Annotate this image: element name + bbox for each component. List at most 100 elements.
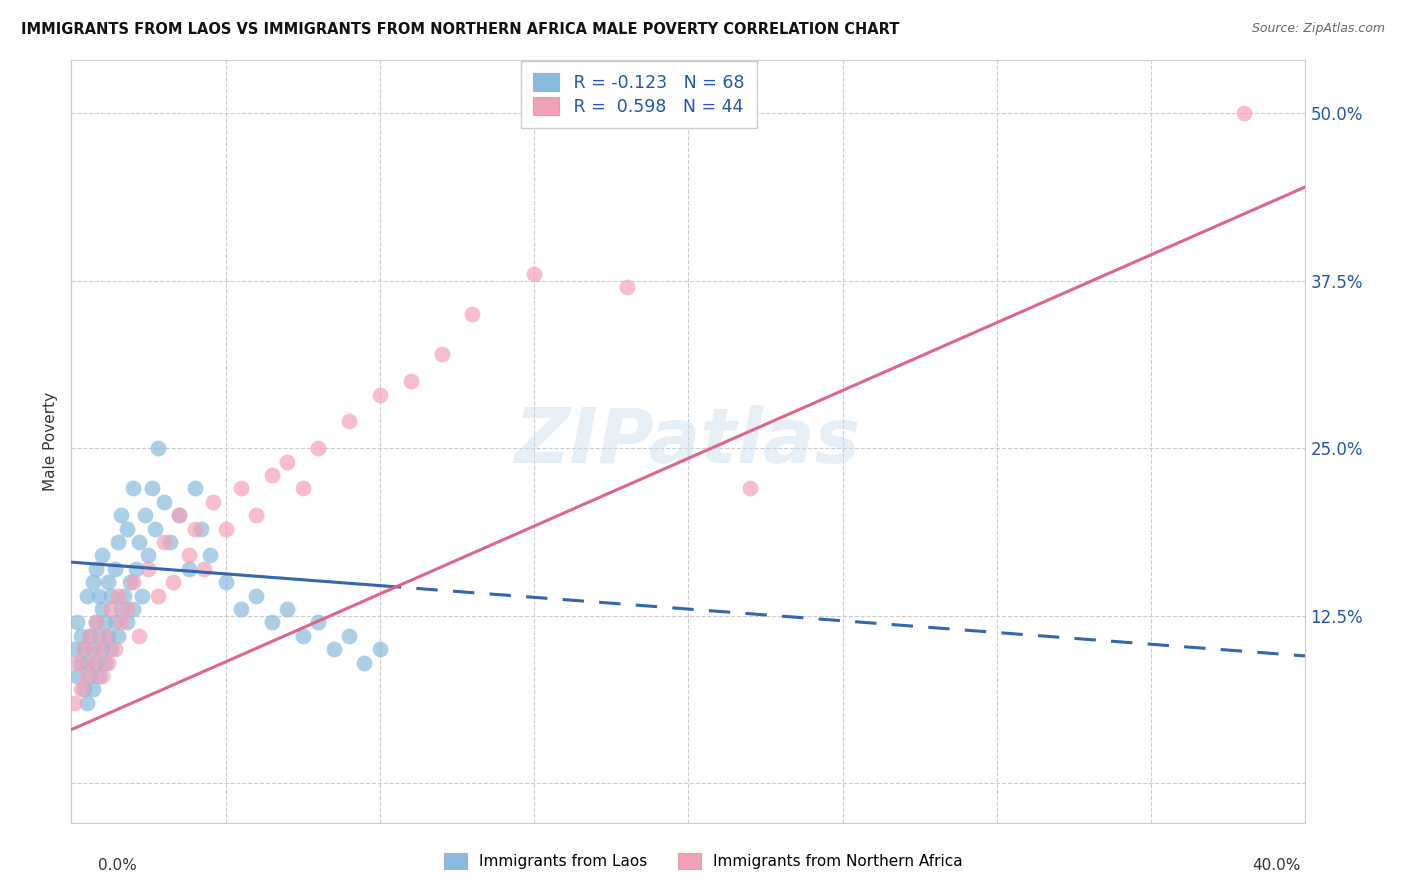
Point	[97, 575, 120, 590]
Legend:  R = -0.123   N = 68,  R =  0.598   N = 44: R = -0.123 N = 68, R = 0.598 N = 44	[522, 61, 756, 128]
Point	[115, 522, 138, 536]
Point	[368, 642, 391, 657]
Point	[115, 615, 138, 630]
Point	[260, 468, 283, 483]
Point	[115, 602, 138, 616]
Point	[169, 508, 191, 523]
Point	[337, 629, 360, 643]
Point	[76, 696, 98, 710]
Point	[291, 482, 314, 496]
Point	[245, 589, 267, 603]
Point	[153, 535, 176, 549]
Point	[91, 669, 114, 683]
Point	[276, 455, 298, 469]
Point	[72, 642, 94, 657]
Point	[69, 629, 91, 643]
Point	[138, 562, 160, 576]
Point	[162, 575, 184, 590]
Point	[177, 549, 200, 563]
Point	[146, 589, 169, 603]
Point	[134, 508, 156, 523]
Point	[138, 549, 160, 563]
Point	[291, 629, 314, 643]
Point	[82, 575, 104, 590]
Point	[84, 615, 107, 630]
Point	[94, 656, 117, 670]
Point	[110, 508, 132, 523]
Point	[100, 602, 122, 616]
Point	[122, 575, 145, 590]
Point	[69, 656, 91, 670]
Point	[183, 522, 205, 536]
Point	[66, 669, 89, 683]
Point	[69, 682, 91, 697]
Point	[84, 656, 107, 670]
Point	[63, 642, 86, 657]
Point	[87, 589, 110, 603]
Point	[399, 374, 422, 388]
Point	[63, 696, 86, 710]
Point	[190, 522, 212, 536]
Point	[100, 589, 122, 603]
Point	[276, 602, 298, 616]
Text: Source: ZipAtlas.com: Source: ZipAtlas.com	[1251, 22, 1385, 36]
Point	[159, 535, 181, 549]
Point	[183, 482, 205, 496]
Point	[76, 589, 98, 603]
Point	[1233, 106, 1256, 120]
Point	[125, 562, 148, 576]
Point	[91, 602, 114, 616]
Point	[128, 629, 150, 643]
Point	[84, 562, 107, 576]
Point	[118, 575, 141, 590]
Point	[214, 522, 236, 536]
Point	[82, 682, 104, 697]
Point	[107, 589, 129, 603]
Point	[76, 669, 98, 683]
Point	[141, 482, 163, 496]
Point	[146, 442, 169, 456]
Point	[94, 629, 117, 643]
Point	[198, 549, 221, 563]
Point	[122, 602, 145, 616]
Point	[337, 414, 360, 428]
Point	[87, 669, 110, 683]
Point	[72, 682, 94, 697]
Point	[100, 642, 122, 657]
Point	[82, 656, 104, 670]
Legend: Immigrants from Laos, Immigrants from Northern Africa: Immigrants from Laos, Immigrants from No…	[437, 847, 969, 875]
Point	[214, 575, 236, 590]
Point	[103, 642, 125, 657]
Point	[143, 522, 166, 536]
Text: 0.0%: 0.0%	[98, 858, 138, 872]
Point	[87, 629, 110, 643]
Point	[202, 495, 225, 509]
Point	[169, 508, 191, 523]
Point	[616, 280, 638, 294]
Point	[128, 535, 150, 549]
Point	[353, 656, 375, 670]
Point	[82, 642, 104, 657]
Point	[79, 629, 101, 643]
Point	[84, 615, 107, 630]
Point	[131, 589, 153, 603]
Point	[112, 589, 135, 603]
Point	[94, 615, 117, 630]
Point	[103, 562, 125, 576]
Point	[177, 562, 200, 576]
Point	[66, 615, 89, 630]
Point	[91, 642, 114, 657]
Point	[368, 387, 391, 401]
Y-axis label: Male Poverty: Male Poverty	[44, 392, 58, 491]
Point	[110, 602, 132, 616]
Point	[103, 615, 125, 630]
Point	[229, 602, 252, 616]
Point	[738, 482, 761, 496]
Point	[72, 642, 94, 657]
Point	[523, 267, 546, 281]
Point	[245, 508, 267, 523]
Point	[107, 629, 129, 643]
Point	[461, 307, 484, 321]
Point	[91, 549, 114, 563]
Point	[122, 482, 145, 496]
